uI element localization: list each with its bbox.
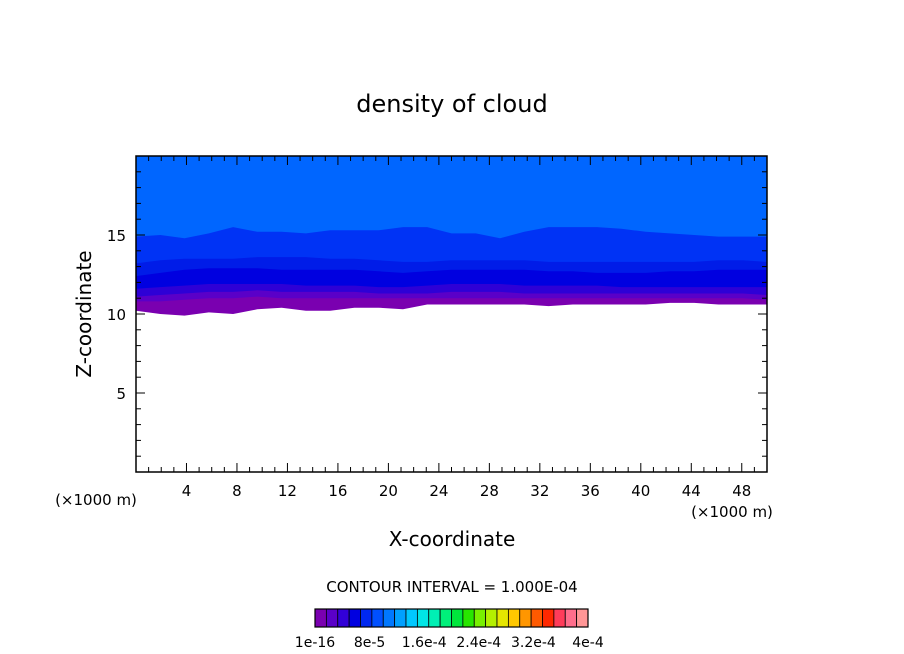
colorbar-swatch <box>576 608 589 628</box>
colorbar-swatch <box>553 608 566 628</box>
y-axis-tick-labels: 5 10 15 <box>107 227 126 403</box>
y-axis-unit: (×1000 m) <box>55 491 137 509</box>
x-tick-label: 32 <box>530 482 549 500</box>
colorbar-frame <box>314 608 589 628</box>
x-tick-label: 40 <box>631 482 650 500</box>
colorbar-swatch <box>451 608 464 628</box>
colorbar-swatch <box>496 608 509 628</box>
colorbar-swatch <box>394 608 407 628</box>
colorbar-swatch <box>382 608 396 628</box>
colorbar-label: 8e-5 <box>354 635 385 651</box>
x-tick-label: 8 <box>232 482 242 500</box>
colorbar-label: 1e-16 <box>295 635 335 651</box>
colorbar-swatch <box>360 608 373 628</box>
colorbar-swatch <box>439 608 452 628</box>
x-tick-label: 4 <box>182 482 192 500</box>
x-tick-label: 12 <box>278 482 297 500</box>
axis-ticks <box>136 156 767 472</box>
colorbar-swatch <box>542 608 555 628</box>
colorbar-swatch <box>530 608 543 628</box>
x-tick-label: 36 <box>581 482 600 500</box>
colorbar-label: 1.6e-4 <box>402 635 447 651</box>
colorbar-swatch <box>507 608 521 628</box>
colorbar-swatch <box>371 608 384 628</box>
contour-interval-text: CONTOUR INTERVAL = 1.000E-04 <box>326 578 577 596</box>
colorbar-label: 3.2e-4 <box>511 635 556 651</box>
colorbar <box>314 608 589 628</box>
colorbar-label: 4e-4 <box>572 635 604 651</box>
colorbar-swatch <box>462 608 475 628</box>
contour-band-6 <box>136 156 767 239</box>
y-axis-label: Z-coordinate <box>72 250 96 377</box>
chart-title: density of cloud <box>356 90 547 118</box>
x-tick-label: 48 <box>732 482 751 500</box>
colorbar-swatch <box>337 608 350 628</box>
x-tick-label: 28 <box>480 482 499 500</box>
colorbar-swatch <box>416 608 430 628</box>
x-axis-tick-labels: 4 8 12 16 20 24 28 32 36 40 44 48 <box>182 482 752 500</box>
colorbar-swatch <box>405 608 418 628</box>
colorbar-swatch <box>519 608 532 628</box>
colorbar-swatch <box>314 608 327 628</box>
y-tick-label: 10 <box>107 306 126 324</box>
x-axis-label: X-coordinate <box>389 527 516 551</box>
contour-fills <box>136 156 767 316</box>
colorbar-swatch <box>348 608 361 628</box>
colorbar-swatch <box>485 608 498 628</box>
x-tick-label: 44 <box>682 482 701 500</box>
x-tick-label: 24 <box>429 482 448 500</box>
x-tick-label: 20 <box>379 482 398 500</box>
x-tick-label: 16 <box>328 482 347 500</box>
y-tick-label: 5 <box>116 385 126 403</box>
colorbar-swatch <box>473 608 487 628</box>
colorbar-swatch <box>325 608 339 628</box>
colorbar-swatch <box>564 608 578 628</box>
y-tick-label: 15 <box>107 227 126 245</box>
colorbar-label: 2.4e-4 <box>456 635 501 651</box>
colorbar-labels: 1e-16 8e-5 1.6e-4 2.4e-4 3.2e-4 4e-4 <box>295 635 604 651</box>
x-axis-unit: (×1000 m) <box>691 503 773 521</box>
colorbar-swatch <box>428 608 441 628</box>
